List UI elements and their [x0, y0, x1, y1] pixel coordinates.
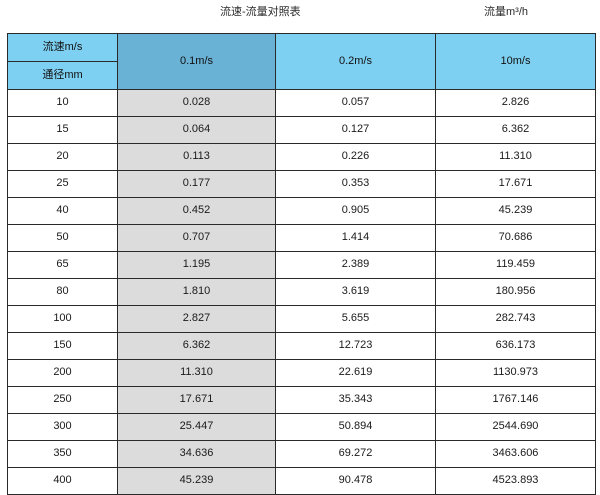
chart-title: 流速-流量对照表 [220, 6, 301, 18]
corner-header-diameter: 通径mm [7, 61, 118, 90]
table-row: 65 1.195 2.389 119.459 [7, 251, 596, 279]
cell-nominal-diameter: 15 [7, 116, 118, 144]
cell-flow-at-0.2ms: 22.619 [275, 359, 436, 387]
cell-nominal-diameter: 100 [7, 305, 118, 333]
table-body: 10 0.028 0.057 2.826 15 0.064 0.127 6.362 20 0.11… [7, 89, 596, 495]
cell-flow-at-10ms: 2544.690 [435, 413, 596, 441]
flow-velocity-table-wrap: 流速m/s 0.1m/s 0.2m/s 10m/s 通径mm 10 0.028 0.… [7, 33, 596, 495]
table-row: 20 0.113 0.226 11.310 [7, 143, 596, 171]
table-head: 流速m/s 0.1m/s 0.2m/s 10m/s 通径mm [7, 33, 596, 90]
table-row: 80 1.810 3.619 180.956 [7, 278, 596, 306]
cell-flow-at-0.1ms: 0.113 [117, 143, 276, 171]
cell-flow-at-0.1ms: 0.177 [117, 170, 276, 198]
table-row: 50 0.707 1.414 70.686 [7, 224, 596, 252]
cell-flow-at-10ms: 11.310 [435, 143, 596, 171]
column-header-0: 0.1m/s [117, 33, 276, 90]
cell-flow-at-0.2ms: 0.226 [275, 143, 436, 171]
cell-nominal-diameter: 350 [7, 440, 118, 468]
cell-flow-at-0.1ms: 25.447 [117, 413, 276, 441]
cell-nominal-diameter: 80 [7, 278, 118, 306]
cell-nominal-diameter: 200 [7, 359, 118, 387]
cell-flow-at-0.2ms: 0.057 [275, 89, 436, 117]
cell-flow-at-0.2ms: 12.723 [275, 332, 436, 360]
cell-flow-at-10ms: 282.743 [435, 305, 596, 333]
cell-flow-at-0.1ms: 0.028 [117, 89, 276, 117]
column-header-1: 0.2m/s [275, 33, 436, 90]
cell-flow-at-0.2ms: 0.127 [275, 116, 436, 144]
cell-flow-at-0.1ms: 0.064 [117, 116, 276, 144]
flow-unit-label: 流量m³/h [484, 6, 528, 18]
cell-flow-at-10ms: 4523.893 [435, 467, 596, 495]
table-row: 15 0.064 0.127 6.362 [7, 116, 596, 144]
table-row: 100 2.827 5.655 282.743 [7, 305, 596, 333]
cell-flow-at-10ms: 3463.606 [435, 440, 596, 468]
table-row: 150 6.362 12.723 636.173 [7, 332, 596, 360]
cell-flow-at-10ms: 2.826 [435, 89, 596, 117]
cell-flow-at-0.2ms: 5.655 [275, 305, 436, 333]
cell-flow-at-10ms: 6.362 [435, 116, 596, 144]
cell-flow-at-10ms: 119.459 [435, 251, 596, 279]
cell-flow-at-10ms: 45.239 [435, 197, 596, 225]
table-row: 40 0.452 0.905 45.239 [7, 197, 596, 225]
cell-flow-at-10ms: 180.956 [435, 278, 596, 306]
cell-flow-at-0.2ms: 0.905 [275, 197, 436, 225]
cell-flow-at-10ms: 636.173 [435, 332, 596, 360]
cell-flow-at-0.1ms: 11.310 [117, 359, 276, 387]
table-row: 10 0.028 0.057 2.826 [7, 89, 596, 117]
cell-flow-at-0.2ms: 69.272 [275, 440, 436, 468]
cell-nominal-diameter: 400 [7, 467, 118, 495]
cell-flow-at-0.1ms: 6.362 [117, 332, 276, 360]
caption-row: 流速-流量对照表 流量m³/h [0, 0, 600, 33]
cell-nominal-diameter: 250 [7, 386, 118, 414]
cell-flow-at-0.2ms: 90.478 [275, 467, 436, 495]
cell-flow-at-0.1ms: 17.671 [117, 386, 276, 414]
header-row-top: 流速m/s 0.1m/s 0.2m/s 10m/s [7, 33, 596, 90]
table-row: 300 25.447 50.894 2544.690 [7, 413, 596, 441]
table-row: 350 34.636 69.272 3463.606 [7, 440, 596, 468]
cell-flow-at-0.1ms: 45.239 [117, 467, 276, 495]
cell-flow-at-0.2ms: 1.414 [275, 224, 436, 252]
header-row-bottom: 通径mm [7, 61, 596, 90]
cell-flow-at-0.1ms: 1.195 [117, 251, 276, 279]
corner-header-velocity: 流速m/s [7, 33, 118, 62]
table-row: 25 0.177 0.353 17.671 [7, 170, 596, 198]
cell-flow-at-10ms: 70.686 [435, 224, 596, 252]
cell-flow-at-0.2ms: 3.619 [275, 278, 436, 306]
cell-nominal-diameter: 150 [7, 332, 118, 360]
table-row: 200 11.310 22.619 1130.973 [7, 359, 596, 387]
cell-nominal-diameter: 20 [7, 143, 118, 171]
cell-flow-at-10ms: 1130.973 [435, 359, 596, 387]
table-row: 250 17.671 35.343 1767.146 [7, 386, 596, 414]
cell-flow-at-0.2ms: 35.343 [275, 386, 436, 414]
cell-flow-at-0.1ms: 34.636 [117, 440, 276, 468]
cell-nominal-diameter: 25 [7, 170, 118, 198]
cell-flow-at-10ms: 17.671 [435, 170, 596, 198]
table-row: 400 45.239 90.478 4523.893 [7, 467, 596, 495]
cell-flow-at-0.2ms: 2.389 [275, 251, 436, 279]
cell-flow-at-0.1ms: 0.707 [117, 224, 276, 252]
cell-nominal-diameter: 50 [7, 224, 118, 252]
cell-flow-at-0.1ms: 0.452 [117, 197, 276, 225]
cell-nominal-diameter: 10 [7, 89, 118, 117]
cell-flow-at-0.2ms: 50.894 [275, 413, 436, 441]
cell-flow-at-10ms: 1767.146 [435, 386, 596, 414]
flow-velocity-table: 流速m/s 0.1m/s 0.2m/s 10m/s 通径mm 10 0.028 0.… [7, 33, 596, 495]
cell-nominal-diameter: 300 [7, 413, 118, 441]
column-header-2: 10m/s [435, 33, 596, 90]
cell-nominal-diameter: 40 [7, 197, 118, 225]
cell-nominal-diameter: 65 [7, 251, 118, 279]
cell-flow-at-0.2ms: 0.353 [275, 170, 436, 198]
cell-flow-at-0.1ms: 2.827 [117, 305, 276, 333]
cell-flow-at-0.1ms: 1.810 [117, 278, 276, 306]
